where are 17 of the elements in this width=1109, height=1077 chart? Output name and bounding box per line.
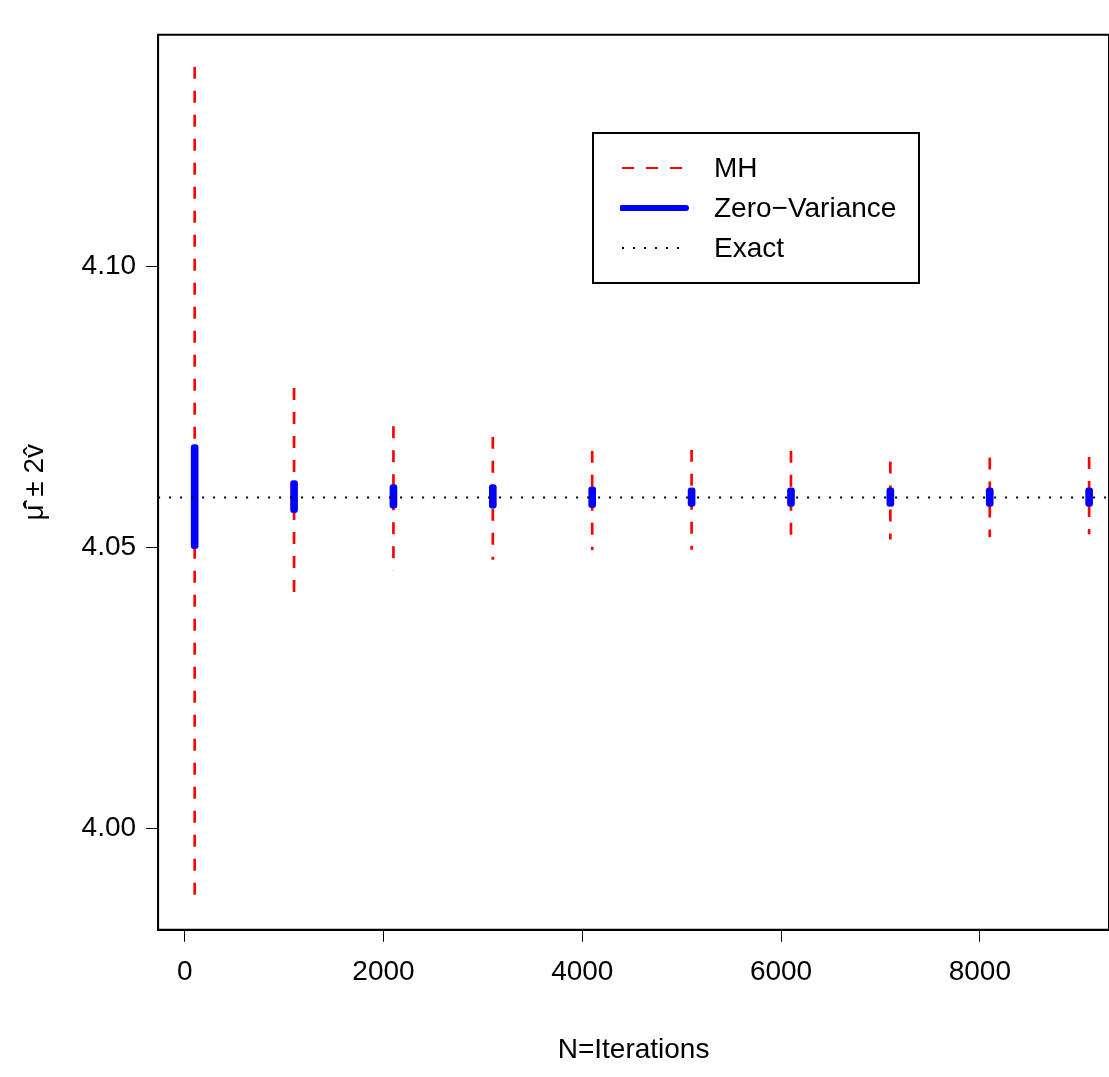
y-axis-title: μ̂̄ ± 2v̂ [17, 443, 49, 521]
legend-label: Exact [714, 232, 785, 264]
x-tick-label: 4000 [551, 955, 614, 987]
y-tick-label: 4.05 [81, 530, 137, 562]
y-tick-label: 4.00 [81, 810, 137, 842]
x-tick-label: 6000 [749, 955, 813, 987]
x-axis-title: N=Iterations [557, 1032, 710, 1064]
x-tick-label: 0 [176, 955, 193, 987]
bar [190, 444, 199, 549]
x-tick-label: 8000 [948, 955, 1011, 987]
bar [389, 484, 398, 509]
legend-label: Zero−Variance [714, 192, 897, 224]
bar [290, 480, 298, 513]
y-tick-label: 4.10 [81, 249, 137, 281]
x-tick-label: 2000 [352, 955, 415, 987]
bar [488, 484, 497, 509]
legend-label: MH [714, 152, 758, 184]
